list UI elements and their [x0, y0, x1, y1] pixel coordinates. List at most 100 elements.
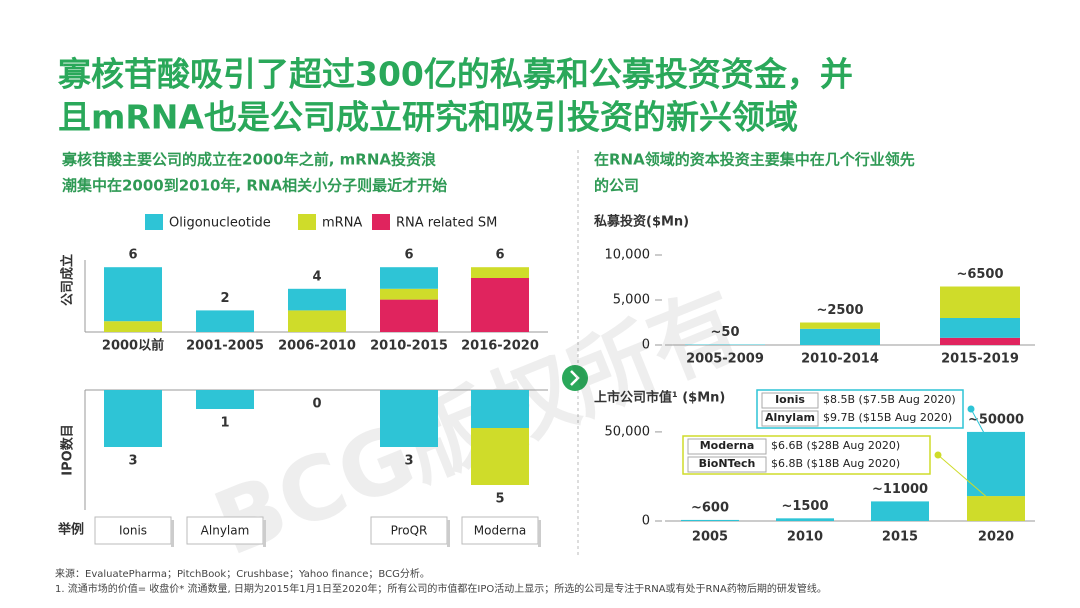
bar-segment [104, 267, 162, 322]
example-box [461, 516, 539, 545]
bar-segment [380, 267, 438, 289]
total-label: 1 [220, 416, 229, 431]
bar-segment [967, 431, 1025, 497]
x-tick-label: 2016-2020 [461, 339, 539, 354]
callout-line [937, 454, 997, 506]
callout-name: BioNTech [699, 457, 756, 470]
y-tick-label: 50,000 [605, 424, 651, 439]
total-label: ~1500 [781, 499, 828, 514]
footnote: 来源：EvaluatePharma；PitchBook；Crushbase；Ya… [55, 567, 430, 580]
bar-segment [288, 310, 346, 332]
footnote: 1. 流通市场的价值= 收盘价* 流通数量, 日期为2015年1月1日至2020… [55, 582, 827, 595]
bar-segment [471, 428, 529, 485]
callout-line [970, 408, 997, 456]
legend-label: RNA related SM [396, 216, 497, 231]
bar-segment [471, 267, 529, 278]
example-label: ProQR [391, 524, 428, 538]
y-axis-label: IPO数目 [60, 424, 76, 475]
bar-segment [380, 288, 438, 300]
legend-swatch [372, 214, 390, 230]
legend-label: Oligonucleotide [169, 216, 271, 231]
x-tick-label: 2020 [978, 530, 1014, 545]
example-box [186, 516, 264, 545]
y-tick-label: 5,000 [613, 293, 650, 308]
example-box [94, 516, 172, 545]
bar-segment [196, 310, 254, 332]
callout-name-box [687, 438, 767, 455]
chart-title: 上市公司市值¹ ($Mn) [594, 390, 725, 406]
callout-value: $6.6B ($28B Aug 2020) [771, 439, 900, 452]
bar-segment [380, 390, 438, 447]
example-shadow [538, 520, 541, 547]
total-label: ~2500 [816, 303, 863, 318]
total-label: 3 [404, 454, 413, 469]
example-label: Moderna [474, 524, 526, 538]
subtitle-line: 潮集中在2000到2010年, RNA相关小分子则最近才开始 [62, 177, 447, 195]
bar-segment [940, 337, 1020, 345]
x-tick-label: 2001-2005 [186, 339, 264, 354]
callout-value: $6.8B ($18B Aug 2020) [771, 457, 900, 470]
chart-title: 私募投资($Mn) [594, 214, 689, 230]
example-label: Alnylam [201, 524, 250, 538]
legend-swatch [145, 214, 163, 230]
bar-segment [800, 328, 880, 345]
bar-segment [940, 318, 1020, 338]
x-tick-label: 2010 [787, 530, 823, 545]
bar-segment [471, 390, 529, 428]
x-tick-label: 2010-2015 [370, 339, 448, 354]
bar-segment [380, 299, 438, 332]
subtitle-line: 在RNA领域的资本投资主要集中在几个行业领先 [594, 151, 915, 169]
callout-name: Ionis [775, 393, 805, 406]
total-label: ~50000 [968, 412, 1024, 427]
example-shadow [171, 520, 174, 547]
bar-segment [288, 288, 346, 311]
bar-segment [104, 390, 162, 447]
total-label: ~6500 [956, 267, 1003, 282]
total-label: 6 [404, 248, 413, 263]
bar-segment [104, 321, 162, 332]
callout-name-box [761, 392, 819, 409]
example-shadow [447, 520, 450, 547]
total-label: 0 [312, 397, 321, 412]
bar-segment [776, 518, 834, 521]
total-label: 3 [128, 454, 137, 469]
y-axis-label: 公司成立 [60, 254, 76, 306]
x-tick-label: 2005-2009 [686, 352, 764, 367]
legend-label: mRNA [322, 216, 362, 231]
y-tick-label: 0 [642, 338, 650, 353]
title-line: 且mRNA也是公司成立研究和吸引投资的新兴领域 [58, 98, 798, 137]
callout-value: $8.5B ($7.5B Aug 2020) [823, 393, 956, 406]
x-tick-label: 2006-2010 [278, 339, 356, 354]
bar-segment [681, 519, 739, 521]
bar-segment [967, 496, 1025, 521]
example-box [370, 516, 448, 545]
arrow-chevron [570, 370, 580, 386]
total-label: 4 [312, 269, 321, 284]
title-line: 寡核苷酸吸引了超过300亿的私募和公募投资资金，并 [57, 55, 853, 94]
bar-segment [800, 322, 880, 329]
legend-swatch [298, 214, 316, 230]
y-tick-label: 0 [642, 514, 650, 529]
x-tick-label: 2010-2014 [801, 352, 879, 367]
bar-segment [871, 501, 929, 521]
total-label: 6 [495, 248, 504, 263]
subtitle-line: 的公司 [594, 177, 639, 195]
bar-segment [196, 390, 254, 409]
x-tick-label: 2015-2019 [941, 352, 1019, 367]
bar-segment [471, 278, 529, 332]
total-label: 5 [495, 492, 504, 507]
callout-name: Alnylam [765, 411, 815, 424]
total-label: ~11000 [872, 482, 928, 497]
subtitle-line: 寡核苷酸主要公司的成立在2000年之前, mRNA投资浪 [61, 151, 436, 169]
total-label: ~600 [691, 500, 729, 515]
total-label: 2 [220, 291, 229, 306]
bar-segment [940, 286, 1020, 318]
x-tick-label: 2005 [692, 530, 728, 545]
callout-name-box [687, 456, 767, 473]
total-label: ~50 [711, 325, 740, 340]
x-tick-label: 2000以前 [102, 338, 164, 354]
total-label: 6 [128, 248, 137, 263]
callout-name-box [761, 410, 819, 427]
callout-value: $9.7B ($15B Aug 2020) [823, 411, 952, 424]
